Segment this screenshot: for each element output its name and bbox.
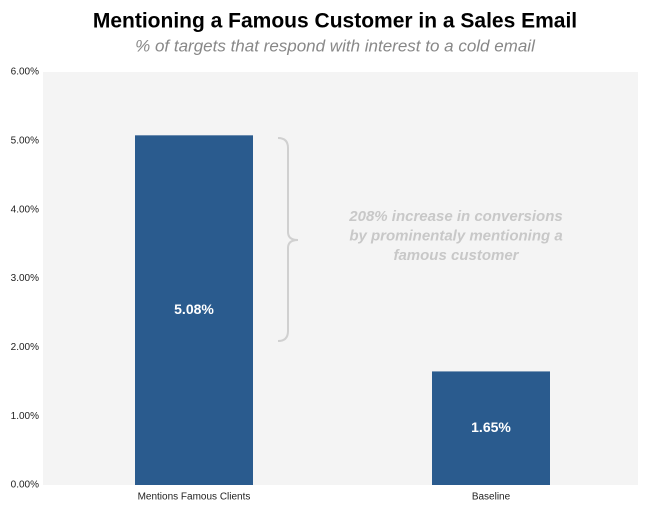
y-tick-label: 1.00% xyxy=(11,411,39,422)
bar xyxy=(432,371,550,485)
y-tick-label: 3.00% xyxy=(11,273,39,284)
annotation: famous customer xyxy=(393,247,519,264)
bar xyxy=(135,135,253,485)
x-tick-label: Mentions Famous Clients xyxy=(138,492,251,503)
bracket xyxy=(277,137,299,342)
y-tick-label: 2.00% xyxy=(11,342,39,353)
chart-title: Mentioning a Famous Customer in a Sales … xyxy=(93,10,577,33)
y-tick-label: 0.00% xyxy=(11,480,39,491)
annotation: by prominentaly mentioning a xyxy=(349,227,562,244)
value-label: 5.08% xyxy=(174,301,214,317)
y-tick-label: 5.00% xyxy=(11,135,39,146)
y-tick-label: 4.00% xyxy=(11,204,39,215)
y-tick-label: 6.00% xyxy=(11,67,39,78)
x-tick-label: Baseline xyxy=(472,492,511,503)
annotation: 208% increase in conversions xyxy=(348,208,562,225)
value-label: 1.65% xyxy=(471,419,511,435)
chart-subtitle: % of targets that respond with interest … xyxy=(135,36,536,55)
